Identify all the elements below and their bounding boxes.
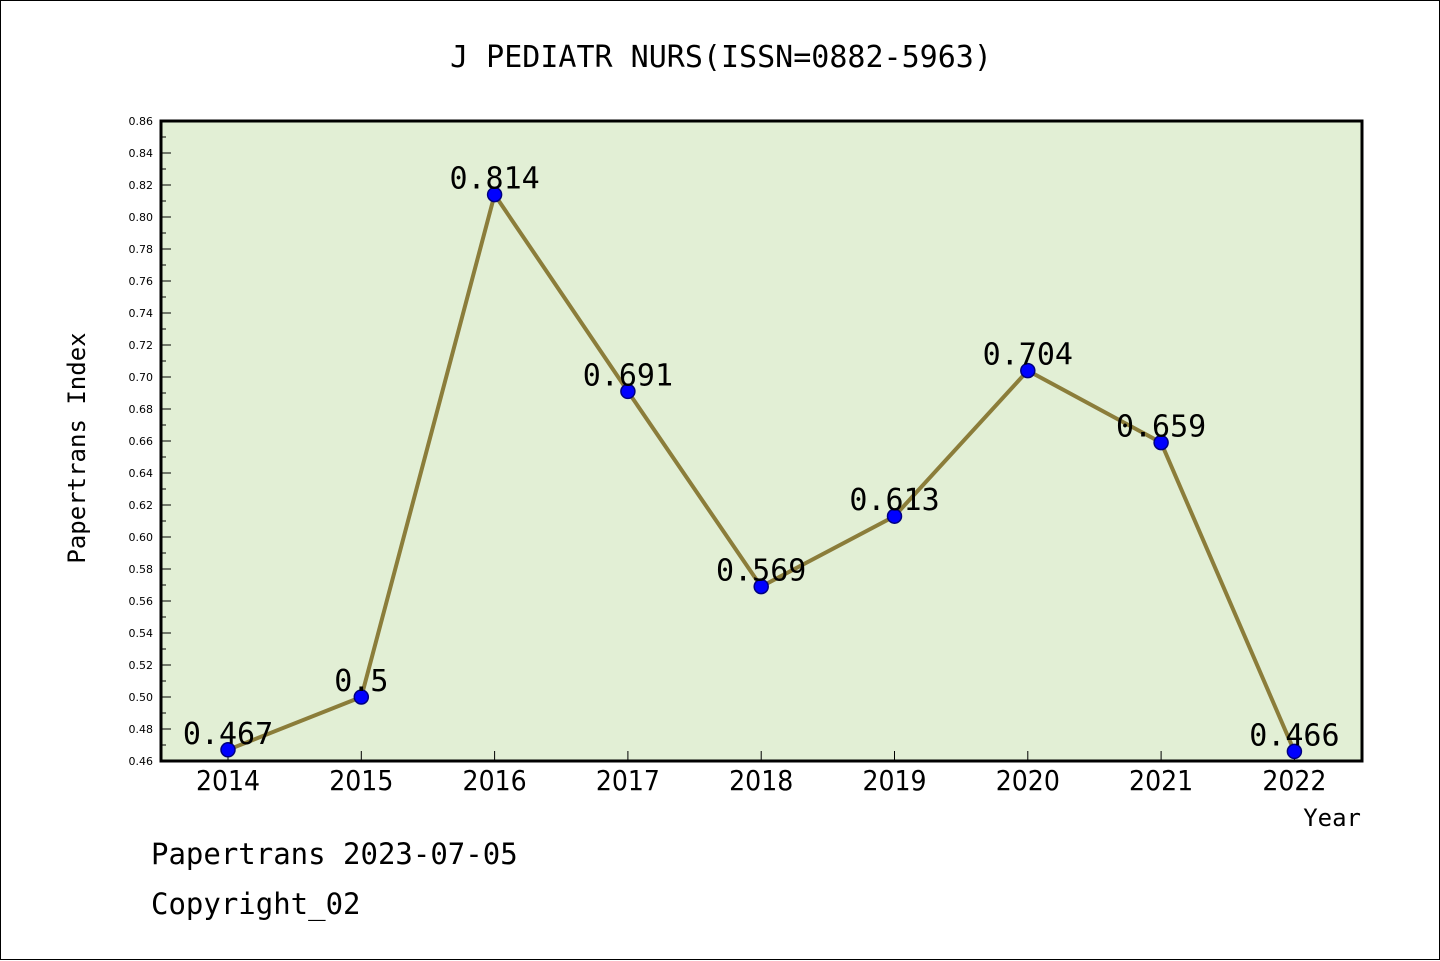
data-label: 0.814 bbox=[449, 162, 539, 197]
x-tick-label: 2019 bbox=[862, 764, 926, 797]
data-markers bbox=[220, 186, 1303, 760]
data-point bbox=[1020, 362, 1036, 379]
data-labels: 0.467 0.5 0.814 0.691 0.569 0.613 0.704 0.659 0.… bbox=[183, 162, 1340, 754]
data-label: 0.467 bbox=[183, 717, 273, 752]
data-point bbox=[620, 383, 636, 400]
y-tick-label: 0.80 bbox=[129, 211, 154, 224]
data-point bbox=[753, 578, 769, 595]
y-tick-label: 0.70 bbox=[129, 371, 154, 384]
x-tick-label: 2017 bbox=[596, 764, 660, 797]
data-point bbox=[886, 508, 903, 524]
data-point bbox=[353, 689, 370, 705]
data-point bbox=[486, 186, 503, 203]
chart-title: J PEDIATR NURS(ISSN=0882-5963) bbox=[450, 40, 992, 75]
data-point bbox=[1286, 743, 1303, 760]
y-axis: 0.46 0.48 0.50 0.52 0.54 0.56 0.58 0.60 0.62 0.64… bbox=[129, 115, 171, 768]
plot-border bbox=[159, 119, 1364, 763]
y-axis-title: Papertrans Index bbox=[63, 332, 91, 563]
data-label: 0.704 bbox=[983, 338, 1073, 373]
x-tick-label: 2015 bbox=[329, 764, 393, 797]
x-tick-label: 2018 bbox=[729, 764, 793, 797]
y-tick-label: 0.64 bbox=[129, 467, 154, 480]
y-tick-label: 0.60 bbox=[129, 531, 154, 544]
y-tick-label: 0.74 bbox=[129, 307, 154, 320]
y-tick-label: 0.58 bbox=[129, 563, 154, 576]
x-axis-title: Year bbox=[1303, 804, 1361, 832]
x-tick-label: 2022 bbox=[1262, 764, 1326, 797]
footer-date-line: Papertrans 2023-07-05 bbox=[151, 837, 518, 871]
footer-copyright: Copyright_02 bbox=[151, 887, 361, 921]
y-tick-label: 0.56 bbox=[129, 595, 154, 608]
y-tick-label: 0.46 bbox=[129, 755, 154, 768]
data-point bbox=[1153, 434, 1169, 451]
x-axis: 2014 2015 2016 2017 2018 2019 2020 2021 2022 bbox=[196, 751, 1326, 797]
y-tick-label: 0.68 bbox=[129, 403, 154, 416]
y-tick-label: 0.76 bbox=[129, 275, 154, 288]
x-tick-label: 2020 bbox=[996, 764, 1060, 797]
x-tick-label: 2021 bbox=[1129, 764, 1193, 797]
y-tick-label: 0.84 bbox=[129, 147, 154, 160]
y-tick-label: 0.66 bbox=[129, 435, 154, 448]
y-tick-label: 0.62 bbox=[129, 499, 154, 512]
data-label: 0.659 bbox=[1116, 410, 1206, 445]
data-label: 0.5 bbox=[334, 664, 388, 699]
data-label: 0.691 bbox=[583, 358, 673, 393]
x-tick-label: 2016 bbox=[463, 764, 527, 797]
data-label: 0.613 bbox=[849, 483, 939, 518]
y-tick-label: 0.54 bbox=[129, 627, 154, 640]
y-tick-label: 0.50 bbox=[129, 691, 154, 704]
y-tick-label: 0.52 bbox=[129, 659, 154, 672]
y-tick-label: 0.82 bbox=[129, 179, 154, 192]
y-tick-label: 0.78 bbox=[129, 243, 154, 256]
data-label: 0.466 bbox=[1249, 718, 1339, 753]
y-tick-label: 0.72 bbox=[129, 339, 154, 352]
y-tick-label: 0.48 bbox=[129, 723, 154, 736]
y-tick-label: 0.86 bbox=[129, 115, 154, 128]
data-point bbox=[220, 742, 236, 758]
x-tick-label: 2014 bbox=[196, 764, 260, 797]
data-label: 0.569 bbox=[716, 554, 806, 589]
